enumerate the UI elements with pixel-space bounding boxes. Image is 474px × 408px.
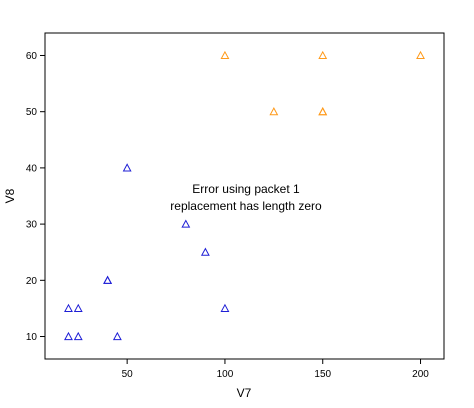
- data-point: [220, 303, 230, 312]
- data-point: [64, 303, 73, 312]
- data-point: [112, 331, 122, 341]
- y-axis: 10 20 30 40 50 60: [26, 51, 45, 343]
- annotation-line-1: Error using packet 1: [192, 182, 300, 196]
- data-point: [73, 303, 83, 312]
- data-point: [73, 331, 83, 341]
- data-points: [64, 50, 425, 341]
- y-tick-label: 30: [26, 220, 38, 231]
- y-tick-label: 40: [26, 163, 38, 174]
- x-tick-label: 150: [314, 369, 331, 380]
- y-tick-label: 20: [26, 276, 38, 287]
- data-point: [122, 163, 132, 172]
- y-tick-label: 60: [26, 51, 38, 62]
- x-axis: 50 100 150 200: [122, 359, 429, 380]
- data-point: [64, 331, 73, 341]
- x-tick-label: 100: [217, 369, 234, 380]
- data-point: [416, 50, 425, 60]
- data-point: [318, 50, 328, 60]
- x-tick-label: 200: [412, 369, 429, 380]
- data-point: [181, 219, 191, 228]
- data-point: [269, 107, 279, 116]
- data-point: [220, 50, 230, 60]
- y-axis-label: V8: [3, 188, 17, 203]
- plot-frame: [44, 32, 445, 360]
- x-axis-label: V7: [237, 386, 252, 400]
- annotation-line-2: replacement has length zero: [170, 199, 322, 213]
- y-tick-label: 50: [26, 107, 38, 118]
- data-point: [200, 247, 210, 256]
- y-tick-label: 10: [26, 332, 38, 343]
- data-point: [103, 275, 113, 284]
- data-point: [318, 107, 328, 116]
- x-tick-label: 50: [122, 369, 134, 380]
